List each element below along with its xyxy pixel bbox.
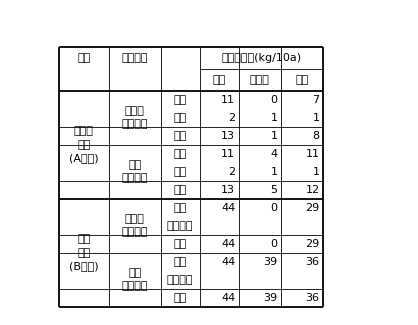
- Text: 施用成分量(kg/10a): 施用成分量(kg/10a): [221, 53, 301, 62]
- Text: 44: 44: [221, 293, 235, 303]
- Text: 1: 1: [270, 131, 278, 141]
- Text: 1: 1: [270, 112, 278, 123]
- Text: 1: 1: [270, 167, 278, 176]
- Text: 36: 36: [306, 257, 319, 267]
- Text: 合計: 合計: [173, 185, 187, 195]
- Text: 追肥: 追肥: [173, 112, 187, 123]
- Text: 合計: 合計: [173, 239, 187, 249]
- Text: 栽培方法: 栽培方法: [122, 53, 148, 62]
- Text: 慣行
施肥栽培: 慣行 施肥栽培: [122, 268, 148, 291]
- Text: 基肥: 基肥: [173, 95, 187, 105]
- Text: 11: 11: [221, 95, 235, 105]
- Text: リン酸
減肥栽培: リン酸 減肥栽培: [122, 214, 148, 237]
- Text: 7: 7: [312, 95, 319, 105]
- Text: 4: 4: [270, 149, 278, 159]
- Text: 1: 1: [313, 112, 319, 123]
- Text: リン酸
減肥栽培: リン酸 減肥栽培: [122, 106, 148, 129]
- Text: 半促成
栽培
(A圃場): 半促成 栽培 (A圃場): [69, 126, 99, 163]
- Text: 0: 0: [270, 239, 278, 249]
- Text: 基肥: 基肥: [173, 203, 187, 213]
- Text: 5: 5: [270, 185, 278, 195]
- Text: 2: 2: [228, 167, 235, 176]
- Text: 11: 11: [306, 149, 319, 159]
- Text: 追肥なし: 追肥なし: [167, 275, 194, 285]
- Text: 基肥: 基肥: [173, 257, 187, 267]
- Text: 44: 44: [221, 257, 235, 267]
- Text: 44: 44: [221, 203, 235, 213]
- Text: 合計: 合計: [173, 293, 187, 303]
- Text: 基肥: 基肥: [173, 149, 187, 159]
- Text: 29: 29: [305, 239, 319, 249]
- Text: 追肥なし: 追肥なし: [167, 221, 194, 231]
- Text: 合計: 合計: [173, 131, 187, 141]
- Text: 慣行
施肥栽培: 慣行 施肥栽培: [122, 160, 148, 183]
- Text: 39: 39: [263, 293, 278, 303]
- Text: 窒素: 窒素: [212, 74, 226, 84]
- Text: 8: 8: [312, 131, 319, 141]
- Text: 2: 2: [228, 112, 235, 123]
- Text: 抑制
栽培
(B圃場): 抑制 栽培 (B圃場): [69, 235, 99, 271]
- Text: 12: 12: [306, 185, 319, 195]
- Text: リン酸: リン酸: [250, 74, 270, 84]
- Text: 44: 44: [221, 239, 235, 249]
- Text: 作型: 作型: [77, 53, 90, 62]
- Text: 加里: 加里: [295, 74, 308, 84]
- Text: 29: 29: [305, 203, 319, 213]
- Text: 0: 0: [270, 95, 278, 105]
- Text: 追肥: 追肥: [173, 167, 187, 176]
- Text: 1: 1: [313, 167, 319, 176]
- Text: 36: 36: [306, 293, 319, 303]
- Text: 11: 11: [221, 149, 235, 159]
- Text: 13: 13: [221, 185, 235, 195]
- Text: 39: 39: [263, 257, 278, 267]
- Text: 13: 13: [221, 131, 235, 141]
- Text: 0: 0: [270, 203, 278, 213]
